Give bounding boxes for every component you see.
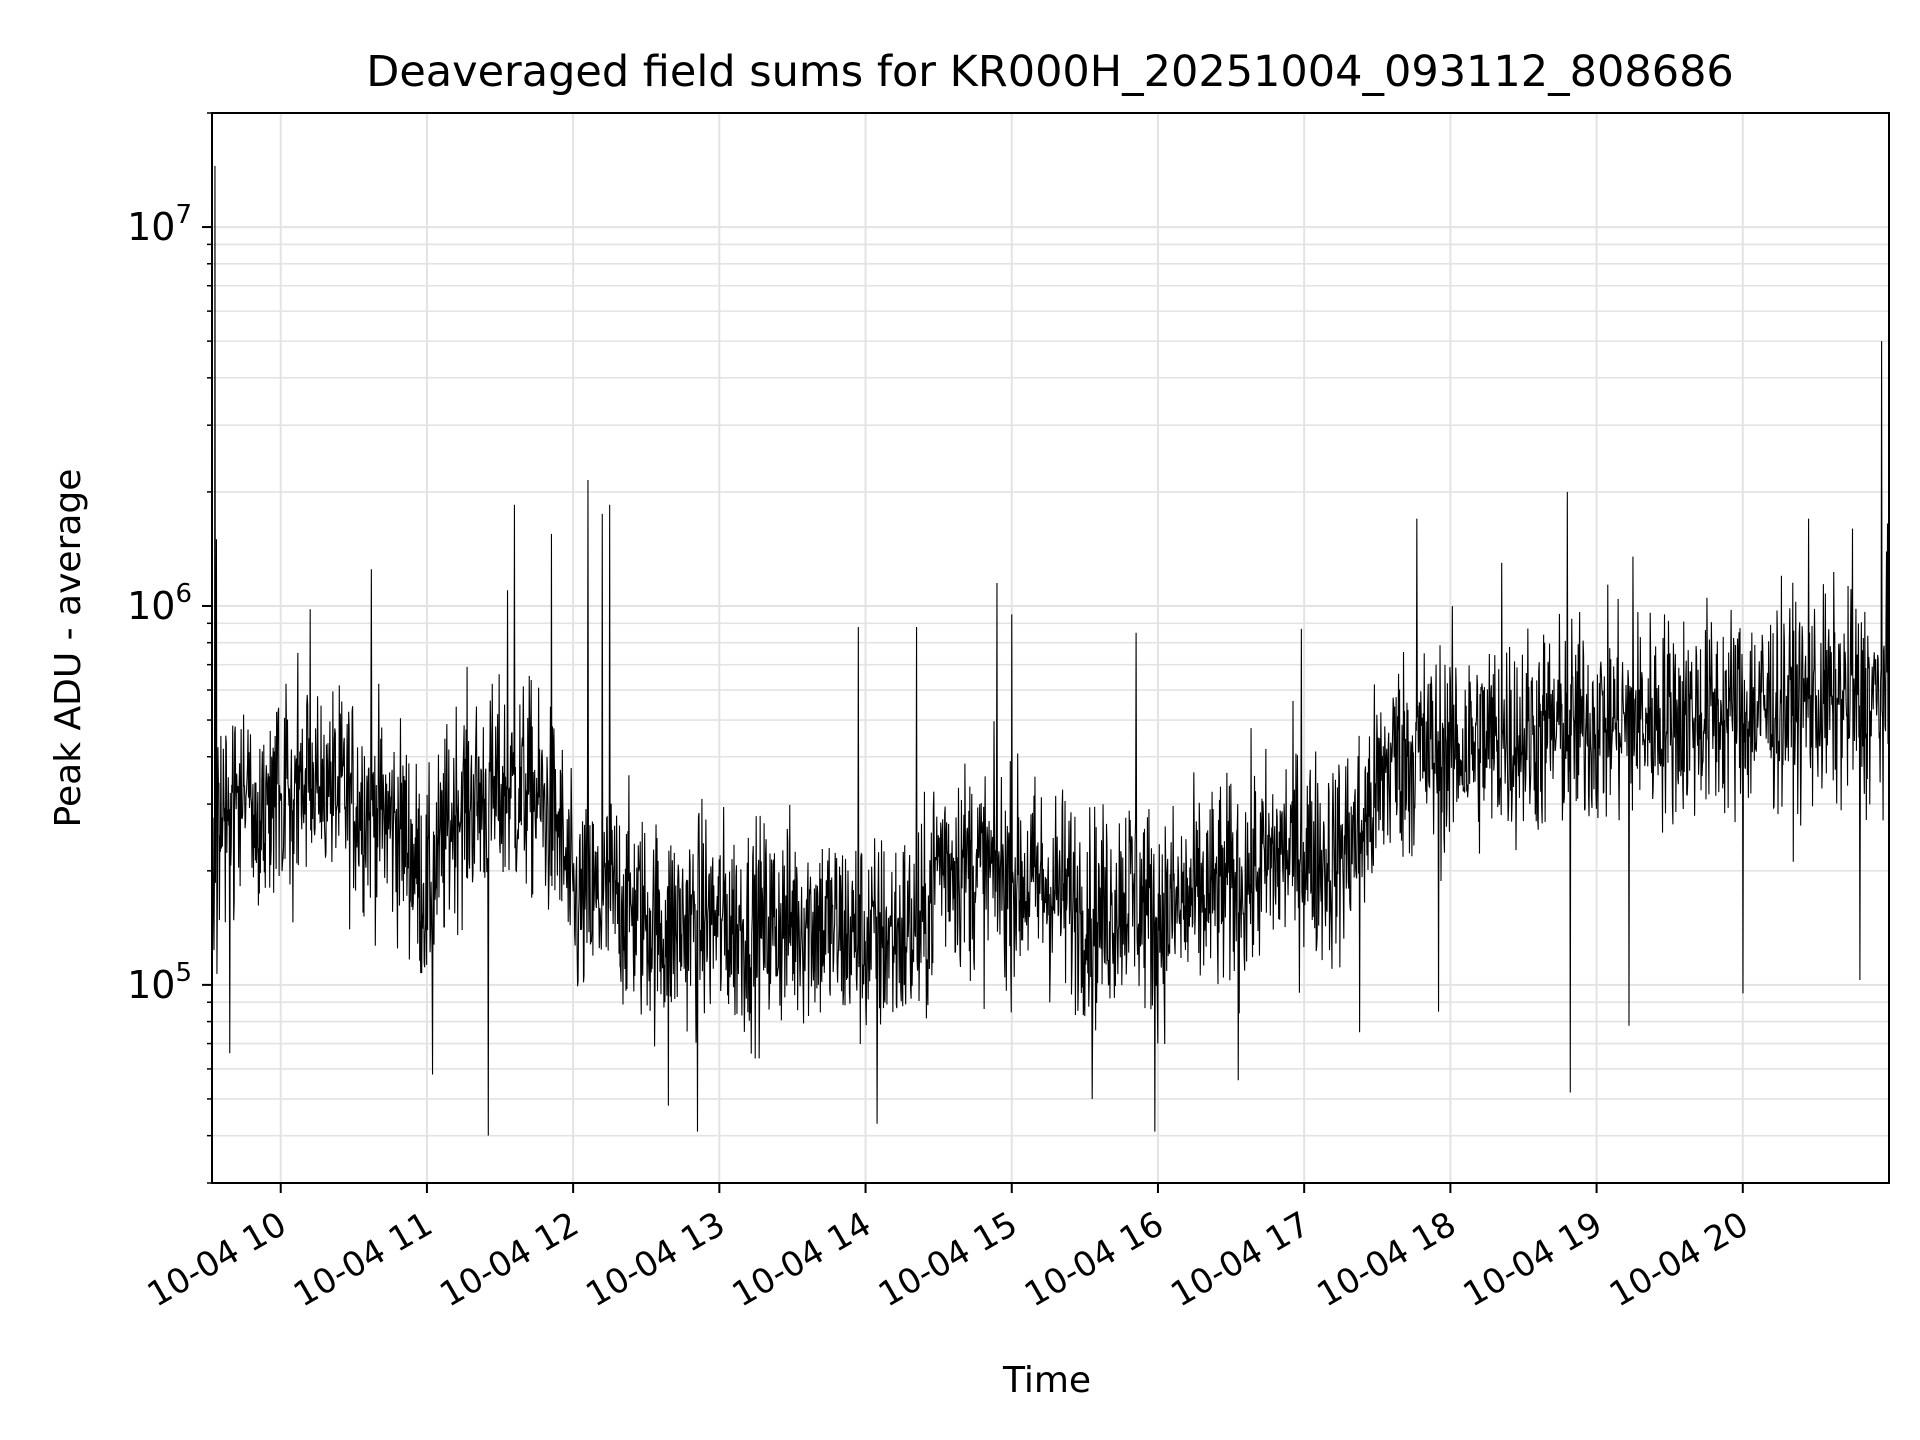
series-layer — [211, 165, 1890, 1136]
y-axis-label: Peak ADU - average — [48, 469, 89, 828]
y-tick-label: 106 — [127, 579, 192, 628]
chart-title: Deaveraged field sums for KR000H_2025100… — [366, 47, 1734, 97]
series-line — [211, 165, 1890, 1136]
grid-layer — [212, 112, 1889, 1184]
x-axis-label: Time — [1002, 1360, 1091, 1401]
y-tick-label: 107 — [127, 200, 192, 249]
plot-frame — [211, 112, 1890, 1184]
y-tick-label: 105 — [127, 958, 192, 1007]
